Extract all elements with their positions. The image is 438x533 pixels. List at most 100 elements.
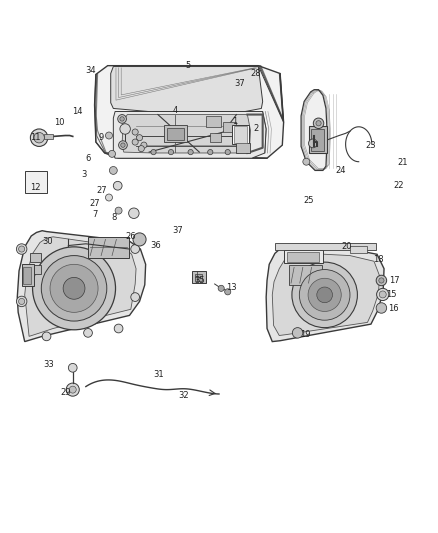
Bar — [25, 171, 47, 193]
Circle shape — [225, 149, 230, 155]
Text: 21: 21 — [397, 158, 408, 167]
Text: 32: 32 — [179, 391, 189, 400]
Circle shape — [376, 275, 387, 286]
Circle shape — [133, 233, 146, 246]
Circle shape — [32, 247, 116, 330]
Bar — [308, 126, 327, 153]
Circle shape — [303, 158, 310, 165]
Circle shape — [63, 277, 85, 299]
Text: 17: 17 — [389, 276, 400, 285]
Text: 37: 37 — [172, 226, 183, 235]
Circle shape — [313, 118, 324, 128]
Circle shape — [208, 149, 213, 155]
Circle shape — [118, 115, 127, 123]
Text: 8: 8 — [112, 213, 117, 222]
Bar — [206, 116, 221, 127]
Text: 11: 11 — [30, 133, 41, 142]
Text: 15: 15 — [386, 290, 397, 299]
Circle shape — [84, 328, 92, 337]
Circle shape — [132, 139, 138, 145]
Circle shape — [110, 166, 117, 174]
Circle shape — [120, 124, 131, 134]
Text: 14: 14 — [72, 107, 82, 116]
Circle shape — [18, 298, 25, 304]
Circle shape — [308, 139, 317, 148]
Circle shape — [34, 133, 44, 143]
Bar — [275, 244, 376, 250]
Circle shape — [316, 120, 321, 126]
Circle shape — [16, 244, 27, 254]
Bar — [285, 250, 323, 263]
Circle shape — [151, 149, 156, 155]
Circle shape — [113, 181, 122, 190]
Text: 26: 26 — [126, 232, 136, 241]
Circle shape — [30, 129, 48, 147]
Polygon shape — [113, 111, 266, 158]
Circle shape — [132, 129, 138, 135]
Bar — [289, 265, 321, 285]
Circle shape — [376, 303, 387, 313]
Text: 20: 20 — [341, 243, 352, 252]
Bar — [287, 252, 319, 262]
Text: 34: 34 — [85, 66, 95, 75]
Text: 3: 3 — [81, 171, 86, 179]
Text: 9: 9 — [99, 133, 104, 142]
Text: 12: 12 — [30, 182, 41, 191]
Polygon shape — [95, 66, 284, 158]
Polygon shape — [25, 237, 136, 336]
Bar — [30, 265, 41, 274]
Text: 2: 2 — [254, 125, 259, 133]
Polygon shape — [111, 67, 263, 111]
Circle shape — [308, 278, 341, 311]
Text: 27: 27 — [89, 199, 100, 208]
Text: 30: 30 — [42, 237, 53, 246]
Bar — [44, 134, 53, 139]
Bar — [30, 253, 41, 262]
Polygon shape — [272, 253, 380, 335]
Text: 13: 13 — [226, 283, 237, 292]
Bar — [194, 274, 202, 281]
Text: 22: 22 — [394, 181, 404, 190]
Text: 5: 5 — [186, 61, 191, 70]
Circle shape — [119, 141, 127, 149]
Circle shape — [168, 149, 173, 155]
Text: 31: 31 — [153, 370, 164, 379]
Circle shape — [109, 150, 116, 157]
Circle shape — [131, 293, 140, 302]
Circle shape — [137, 135, 143, 141]
Circle shape — [120, 117, 124, 121]
Bar — [192, 271, 206, 283]
Circle shape — [106, 132, 113, 139]
Circle shape — [41, 256, 107, 321]
Bar — [88, 237, 130, 258]
Text: 18: 18 — [373, 255, 384, 264]
Text: 28: 28 — [251, 69, 261, 78]
Circle shape — [379, 278, 384, 283]
Text: 37: 37 — [235, 79, 245, 87]
Bar — [210, 133, 221, 142]
Text: 7: 7 — [92, 211, 97, 220]
Text: 23: 23 — [366, 141, 376, 150]
Text: 29: 29 — [60, 387, 71, 397]
Text: 35: 35 — [194, 276, 205, 285]
Circle shape — [292, 328, 303, 338]
Bar — [236, 143, 250, 153]
Bar — [234, 126, 247, 143]
Polygon shape — [266, 246, 384, 342]
Text: 10: 10 — [54, 118, 65, 127]
Text: 6: 6 — [85, 154, 91, 163]
Circle shape — [68, 364, 77, 372]
Bar — [167, 128, 184, 140]
Bar — [223, 123, 237, 132]
Circle shape — [292, 262, 357, 328]
Circle shape — [16, 296, 27, 306]
Circle shape — [69, 386, 76, 393]
Polygon shape — [122, 115, 251, 153]
Text: 27: 27 — [97, 185, 107, 195]
Circle shape — [141, 142, 147, 148]
Circle shape — [42, 332, 51, 341]
Bar — [350, 246, 367, 253]
Circle shape — [66, 383, 79, 396]
Circle shape — [377, 288, 389, 301]
Polygon shape — [301, 90, 327, 171]
